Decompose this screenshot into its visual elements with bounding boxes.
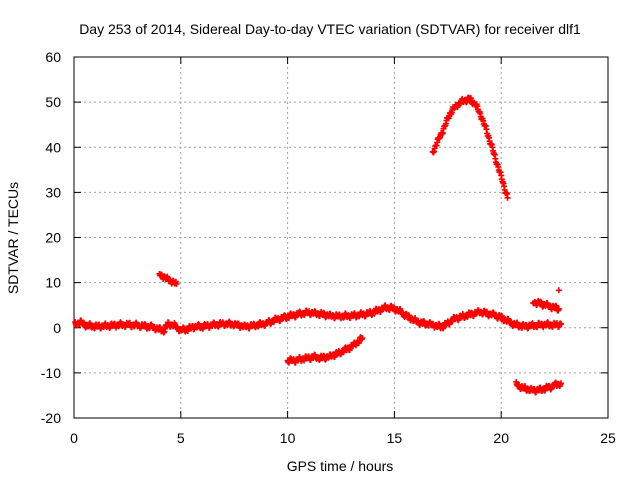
segment-17h-peak-marker bbox=[504, 194, 511, 201]
y-tick-label: 50 bbox=[45, 94, 61, 110]
x-axis-label: GPS time / hours bbox=[287, 458, 394, 474]
y-tick-label: -20 bbox=[41, 410, 61, 426]
y-tick-label: -10 bbox=[41, 365, 61, 381]
y-axis-label: SDTVAR / TECUs bbox=[5, 182, 21, 294]
segment-21h-positive-marker bbox=[555, 305, 562, 312]
data-markers bbox=[72, 94, 565, 396]
segment-4h-positive-marker bbox=[173, 280, 180, 287]
x-tick-label: 5 bbox=[177, 430, 185, 446]
segment-22h-point-marker bbox=[555, 287, 562, 294]
x-tick-label: 10 bbox=[280, 430, 296, 446]
x-tick-label: 20 bbox=[493, 430, 509, 446]
y-tick-label: 30 bbox=[45, 184, 61, 200]
x-tick-label: 25 bbox=[600, 430, 616, 446]
segment-21h-negative-marker bbox=[558, 380, 565, 387]
y-tick-label: 10 bbox=[45, 275, 61, 291]
axis-ticks: 0 5 10 15 20 25 -20 -10 0 10 20 30 40 50 60 bbox=[41, 49, 616, 446]
segment-10h-negative-marker bbox=[359, 335, 366, 342]
y-tick-label: 20 bbox=[45, 230, 61, 246]
x-tick-label: 15 bbox=[387, 430, 403, 446]
main-baseline-marker bbox=[558, 321, 565, 328]
y-tick-label: 0 bbox=[53, 320, 61, 336]
y-tick-label: 40 bbox=[45, 139, 61, 155]
y-tick-label: 60 bbox=[45, 49, 61, 65]
chart-title: Day 253 of 2014, Sidereal Day-to-day VTE… bbox=[79, 21, 581, 37]
x-tick-label: 0 bbox=[70, 430, 78, 446]
